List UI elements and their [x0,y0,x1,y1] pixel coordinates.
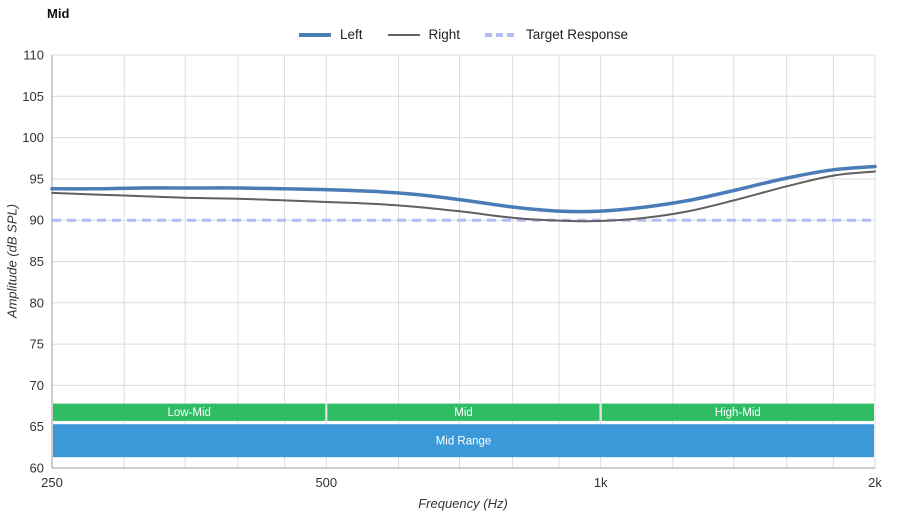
y-tick-label: 100 [22,130,44,145]
series-left [50,164,877,214]
legend-item-left[interactable]: Left [298,27,363,42]
axis-tick-labels: 60 65 70 75 80 85 90 95 100 105 110 250 500 1k 2k [22,48,882,491]
y-tick-label: 70 [30,378,44,393]
x-tick-label: 250 [41,475,63,490]
legend-item-target-response[interactable]: Target Response [484,27,628,42]
band-mid [327,403,600,421]
legend-label-target-response: Target Response [525,27,629,42]
band-label: Mid Range [436,436,492,448]
range-bands: Low-Mid Mid High-Mid Mid Range [53,403,874,458]
y-tick-label: 75 [30,337,44,352]
band-mid-range [53,424,874,458]
right-line-swatch [386,31,420,39]
legend-item-right[interactable]: Right [386,27,460,42]
band-high-mid [601,403,874,421]
band-label: High-Mid [715,407,761,419]
x-tick-label: 2k [868,475,882,490]
band-label: Low-Mid [167,407,210,419]
y-tick-label: 85 [30,254,44,269]
y-tick-label: 60 [30,461,44,476]
target-response-swatch [484,31,518,39]
legend-label-left: Left [339,27,363,42]
y-tick-label: 90 [30,213,44,228]
series-right [51,170,876,223]
y-tick-label: 80 [30,295,44,310]
x-tick-label: 500 [315,475,337,490]
y-tick-label: 65 [30,419,44,434]
left-line-swatch [298,31,332,39]
y-tick-label: 110 [23,48,44,63]
chart-title: Mid [47,6,70,21]
y-tick-label: 95 [30,171,44,186]
x-tick-label: 1k [594,475,608,490]
x-axis-label: Frequency (Hz) [418,496,508,511]
legend: Left Right Target Response [298,27,628,42]
band-low-mid [53,403,326,421]
legend-label-right: Right [428,27,460,42]
y-tick-label: 105 [22,89,44,104]
band-label: Mid [454,407,473,419]
